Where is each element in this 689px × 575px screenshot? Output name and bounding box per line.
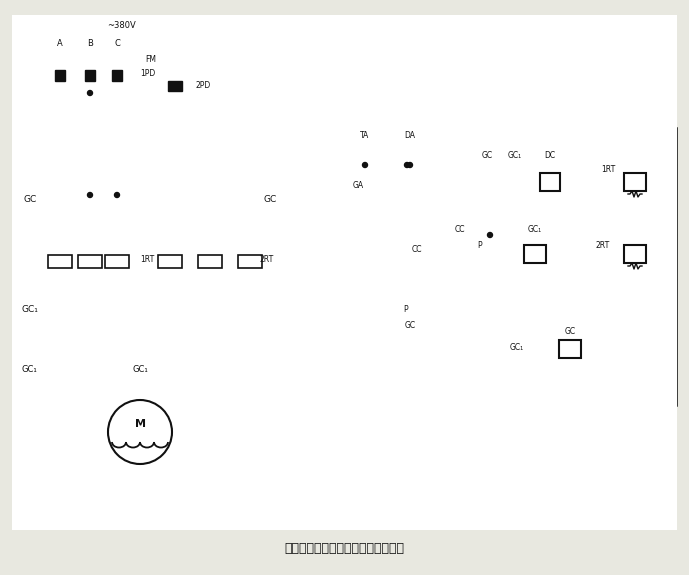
Text: CC: CC: [412, 246, 422, 255]
Text: GC₁: GC₁: [132, 366, 148, 374]
Text: P: P: [404, 305, 409, 315]
Bar: [168, 81, 182, 91]
Text: FM: FM: [145, 56, 156, 64]
Text: GC: GC: [263, 196, 276, 205]
Text: P: P: [477, 240, 482, 250]
Text: 2PD: 2PD: [195, 81, 210, 90]
Text: 2RT: 2RT: [596, 240, 610, 250]
Bar: [330, 128, 676, 405]
Circle shape: [362, 163, 367, 167]
Text: GC: GC: [482, 151, 493, 159]
Text: C: C: [114, 40, 120, 48]
Bar: [12, 15, 677, 530]
Bar: [624, 245, 646, 263]
Text: DC: DC: [544, 151, 555, 159]
Bar: [198, 255, 222, 268]
Circle shape: [108, 400, 172, 464]
Bar: [540, 173, 560, 191]
Circle shape: [88, 90, 92, 95]
Bar: [78, 255, 102, 268]
Text: GC₁: GC₁: [22, 366, 38, 374]
Text: ~380V: ~380V: [107, 21, 136, 29]
Bar: [559, 340, 581, 358]
Bar: [55, 70, 65, 81]
Text: B: B: [87, 40, 93, 48]
Text: TA: TA: [360, 132, 369, 140]
Text: A: A: [57, 40, 63, 48]
Text: GC₁: GC₁: [21, 305, 39, 315]
Text: 1RT: 1RT: [601, 166, 615, 174]
Text: M: M: [134, 419, 145, 429]
Text: 双速电动机用三个接触器的变速控制: 双速电动机用三个接触器的变速控制: [284, 542, 404, 554]
Bar: [238, 255, 262, 268]
Text: GC₁: GC₁: [508, 151, 522, 159]
Text: CC: CC: [455, 225, 465, 235]
Text: GA: GA: [353, 181, 364, 190]
Text: GC₁: GC₁: [528, 225, 542, 235]
Text: 1PD: 1PD: [140, 68, 155, 78]
Text: GC: GC: [564, 328, 575, 336]
Circle shape: [407, 163, 413, 167]
Bar: [105, 255, 129, 268]
Bar: [624, 173, 646, 191]
Text: GC: GC: [404, 320, 415, 329]
Circle shape: [114, 193, 119, 197]
Circle shape: [488, 232, 493, 237]
Bar: [48, 255, 72, 268]
Text: 2RT: 2RT: [260, 255, 274, 263]
Bar: [85, 70, 95, 81]
Circle shape: [404, 163, 409, 167]
Bar: [112, 70, 122, 81]
Circle shape: [88, 193, 92, 197]
Text: 1RT: 1RT: [140, 255, 154, 263]
Text: DA: DA: [404, 132, 415, 140]
Bar: [524, 245, 546, 263]
Bar: [158, 255, 182, 268]
Text: GC₁: GC₁: [510, 343, 524, 352]
Text: GC: GC: [23, 196, 37, 205]
